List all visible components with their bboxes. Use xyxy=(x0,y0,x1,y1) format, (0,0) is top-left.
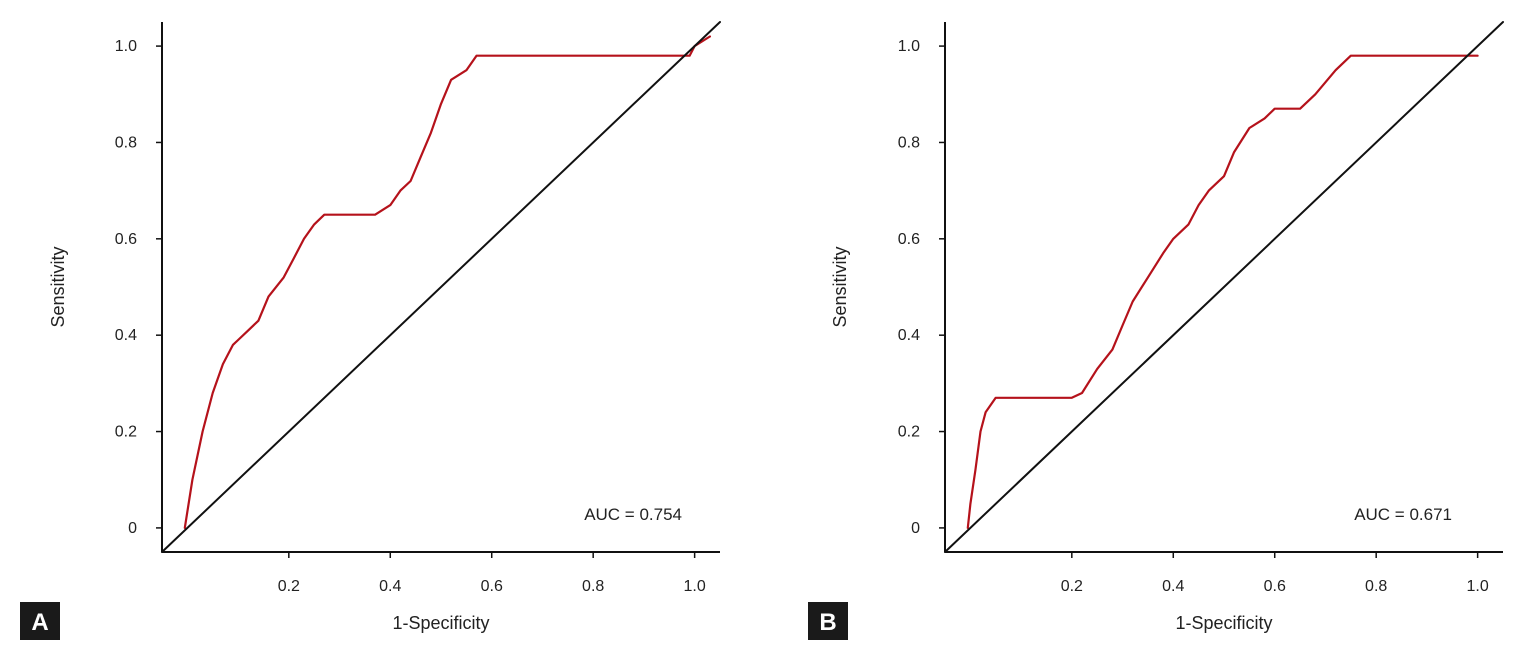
y-tick-label: 0.4 xyxy=(898,327,920,344)
panel-letter-box xyxy=(20,602,60,640)
y-tick-label: 0.8 xyxy=(898,134,920,151)
x-tick-label: 0.6 xyxy=(1264,578,1286,595)
x-tick-label: 0.8 xyxy=(1365,578,1387,595)
y-tick-label: 0 xyxy=(128,520,137,537)
x-tick-label: 0.8 xyxy=(582,578,604,595)
y-axis-title: Sensitivity xyxy=(48,246,68,327)
x-tick-label: 0.2 xyxy=(1061,578,1083,595)
y-tick-label: 0 xyxy=(911,520,920,537)
x-tick-label: 1.0 xyxy=(1467,578,1489,595)
y-tick-label: 0.6 xyxy=(115,231,137,248)
x-tick-label: 0.4 xyxy=(379,578,401,595)
x-tick-label: 0.2 xyxy=(278,578,300,595)
x-tick-label: 0.4 xyxy=(1162,578,1184,595)
y-tick-label: 0.4 xyxy=(115,327,137,344)
y-tick-label: 1.0 xyxy=(115,38,137,55)
x-tick-label: 1.0 xyxy=(684,578,706,595)
auc-annotation: AUC = 0.754 xyxy=(584,505,682,524)
y-tick-label: 1.0 xyxy=(898,38,920,55)
roc-curve-line xyxy=(966,54,1479,529)
panel-letter: B xyxy=(819,609,836,636)
y-tick-label: 0.2 xyxy=(115,424,137,441)
y-axis-title: Sensitivity xyxy=(830,246,850,327)
x-tick-label: 0.6 xyxy=(481,578,503,595)
y-tick-label: 0.6 xyxy=(898,231,920,248)
x-axis-title: 1-Specificity xyxy=(1175,613,1272,633)
auc-annotation: AUC = 0.671 xyxy=(1354,505,1452,524)
panel-letter: A xyxy=(31,609,48,636)
y-tick-label: 0.2 xyxy=(898,424,920,441)
reference-diagonal-line xyxy=(161,21,721,553)
panel-letter-box xyxy=(808,602,848,640)
x-axis-title: 1-Specificity xyxy=(392,613,489,633)
reference-diagonal-line xyxy=(944,21,1504,553)
y-tick-label: 0.8 xyxy=(115,134,137,151)
roc-curve-line xyxy=(183,35,711,529)
